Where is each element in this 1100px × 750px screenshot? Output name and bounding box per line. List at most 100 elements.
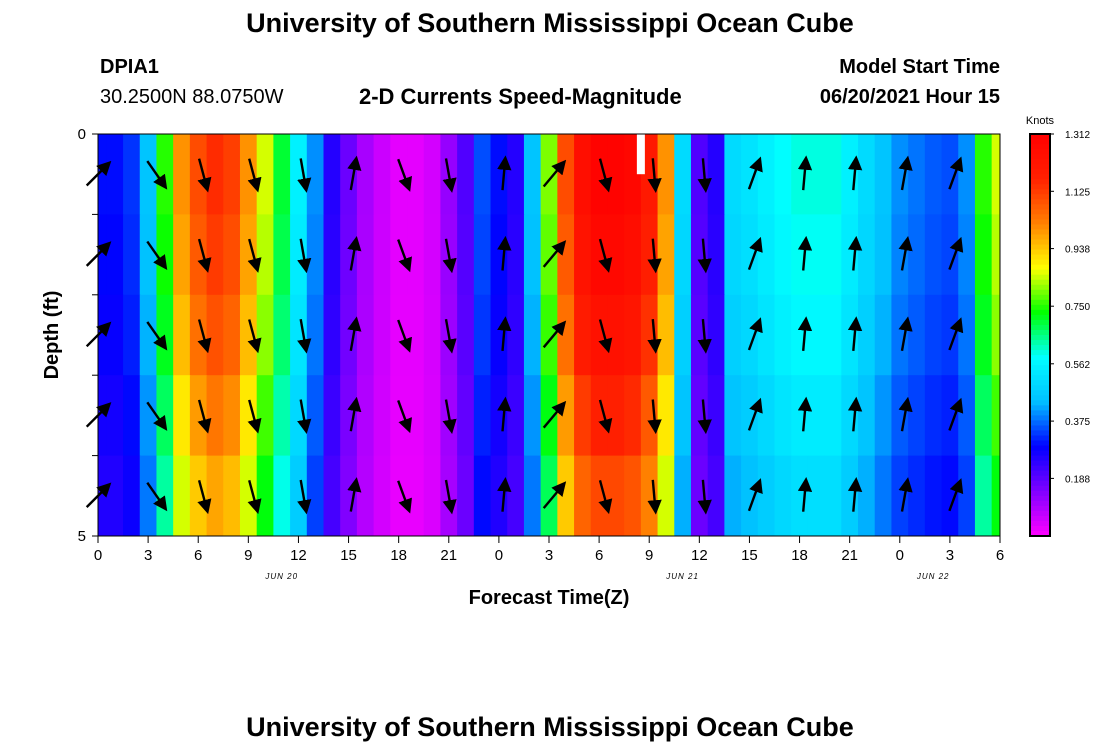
- heatmap-cell: [557, 455, 575, 536]
- heatmap-cell: [824, 214, 842, 296]
- heatmap-cell: [707, 455, 725, 536]
- y-axis-label: Depth (ft): [41, 291, 63, 380]
- current-vector-arrow: [598, 399, 613, 434]
- x-tick-label: 0: [896, 547, 904, 564]
- heatmap-cell: [924, 375, 943, 457]
- heatmap-cell: [373, 294, 391, 376]
- heatmap-cell: [858, 375, 876, 457]
- current-vector-arrow: [442, 238, 457, 274]
- heatmap-cell: [340, 214, 358, 296]
- colorbar-swatch: [1030, 329, 1050, 336]
- heatmap-cell: [574, 455, 592, 536]
- current-vector-arrow: [347, 396, 362, 432]
- heatmap-cell: [824, 375, 842, 457]
- heatmap-cell: [306, 294, 325, 376]
- heatmap-cell: [690, 455, 709, 536]
- date-label: JUN 22: [916, 572, 950, 581]
- current-vector-arrow: [146, 321, 168, 351]
- colorbar-swatch: [1030, 415, 1050, 422]
- heatmap-cell: [724, 455, 742, 536]
- heatmap-cell: [507, 214, 525, 296]
- heatmap-cell: [624, 294, 642, 376]
- current-vector-arrow: [497, 155, 512, 191]
- x-tick-label: 18: [791, 547, 808, 564]
- colorbar-swatch: [1030, 435, 1050, 442]
- heatmap-cell: [724, 375, 742, 457]
- heatmap-cell: [390, 134, 408, 215]
- heatmap-cell: [490, 214, 508, 296]
- heatmap-cell: [791, 214, 809, 296]
- x-tick-label: 6: [194, 547, 202, 564]
- heatmap-cell: [189, 455, 208, 536]
- heatmap-cell: [223, 375, 241, 457]
- heatmap-cell: [891, 375, 909, 457]
- heatmap-cell: [373, 375, 391, 457]
- heatmap-cell: [724, 294, 742, 376]
- colorbar-swatch: [1030, 274, 1050, 281]
- heatmap-cell: [807, 455, 826, 536]
- heatmap-cell: [340, 294, 358, 376]
- heatmap-cell: [223, 294, 241, 376]
- heatmap-cell: [640, 375, 659, 457]
- heatmap-cell: [574, 294, 592, 376]
- heatmap-cell: [290, 214, 308, 296]
- current-vector-arrow: [347, 155, 362, 191]
- heatmap-cell: [908, 455, 926, 536]
- current-vector-arrow: [397, 399, 412, 434]
- colorbar-swatch: [1030, 510, 1050, 517]
- colorbar-swatch: [1030, 219, 1050, 226]
- current-vector-arrow: [647, 158, 662, 193]
- heatmap-cell: [774, 134, 792, 215]
- heatmap-cell: [941, 214, 959, 296]
- date-label: JUN 20: [264, 572, 298, 581]
- current-vector-arrow: [497, 235, 512, 271]
- heatmap-cell: [273, 375, 291, 457]
- current-vector-arrow: [347, 235, 362, 271]
- heatmap-cell: [841, 455, 859, 536]
- colorbar-swatch: [1030, 239, 1050, 246]
- heatmap-cell: [239, 294, 258, 376]
- current-vector-arrow: [297, 238, 312, 274]
- heatmap-cell: [106, 134, 124, 215]
- heatmap-cell: [407, 294, 425, 376]
- heatmap-cell: [239, 375, 258, 457]
- x-tick-label: 3: [545, 547, 553, 564]
- heatmap-cell: [206, 294, 224, 376]
- heatmap-cell: [974, 134, 993, 215]
- heatmap-cell: [507, 375, 525, 457]
- heatmap-cell: [423, 214, 442, 296]
- heatmap-cell: [657, 134, 675, 215]
- colorbar-swatch: [1030, 149, 1050, 155]
- heatmap-cell: [507, 294, 525, 376]
- heatmap-cell: [824, 134, 842, 215]
- heatmap-cell: [106, 455, 124, 536]
- heatmap-cell: [306, 134, 325, 215]
- heatmap-cell: [457, 134, 475, 215]
- current-vector-arrow: [197, 319, 212, 354]
- heatmap-cell: [874, 455, 893, 536]
- heatmap-cell: [791, 455, 809, 536]
- heatmap-cell: [774, 214, 792, 296]
- heatmap-cell: [657, 294, 675, 376]
- heatmap-cell: [156, 294, 174, 376]
- heatmap-cell: [173, 214, 191, 296]
- colorbar-swatch: [1030, 209, 1050, 216]
- colorbar-swatch: [1030, 520, 1050, 527]
- heatmap-cell: [256, 294, 274, 376]
- colorbar-swatch: [1030, 445, 1050, 452]
- heatmap-cell: [373, 214, 391, 296]
- current-vector-arrow: [542, 159, 567, 188]
- footer-title: University of Southern Mississippi Ocean…: [246, 712, 854, 742]
- heatmap-cell: [123, 214, 141, 296]
- heatmap-cell: [690, 214, 709, 296]
- heatmap-cell: [123, 294, 141, 376]
- current-vector-arrow: [442, 318, 457, 354]
- heatmap-cell: [123, 134, 141, 215]
- heatmap-cell: [457, 375, 475, 457]
- current-vector-arrow: [397, 158, 412, 192]
- heatmap-cell: [941, 294, 959, 376]
- colorbar-swatch: [1030, 159, 1050, 165]
- heatmap-cell: [590, 134, 609, 215]
- colorbar-tick-label: 0.375: [1065, 417, 1090, 428]
- heatmap-cell: [924, 455, 943, 536]
